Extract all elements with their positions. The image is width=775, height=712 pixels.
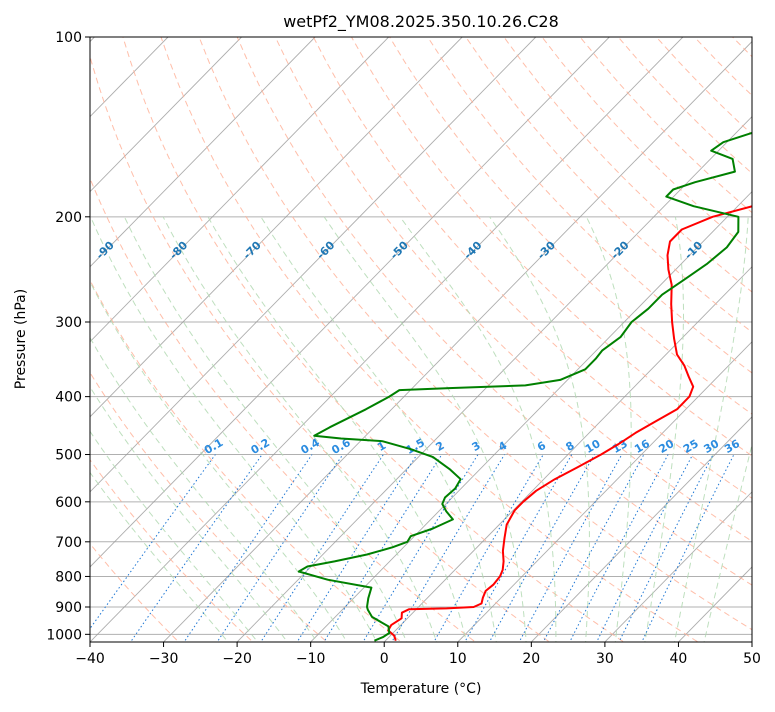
y-tick-label: 600 bbox=[55, 495, 82, 511]
y-tick-label: 500 bbox=[55, 448, 82, 464]
x-tick-label: −40 bbox=[75, 651, 105, 667]
chart-title: wetPf2_YM08.2025.350.10.26.C28 bbox=[283, 12, 559, 32]
y-tick-label: 100 bbox=[55, 30, 82, 46]
y-tick-label: 800 bbox=[55, 569, 82, 585]
x-tick-label: 10 bbox=[449, 651, 467, 667]
x-tick-label: 20 bbox=[522, 651, 540, 667]
x-axis-title: Temperature (°C) bbox=[360, 681, 482, 697]
x-tick-label: −10 bbox=[296, 651, 326, 667]
x-tick-label: −30 bbox=[149, 651, 179, 667]
x-tick-label: −20 bbox=[222, 651, 252, 667]
y-tick-label: 1000 bbox=[46, 627, 82, 643]
y-tick-label: 400 bbox=[55, 390, 82, 406]
y-tick-label: 300 bbox=[55, 315, 82, 331]
y-tick-label: 900 bbox=[55, 600, 82, 616]
y-tick-label: 200 bbox=[55, 210, 82, 226]
x-tick-label: 40 bbox=[669, 651, 687, 667]
x-tick-label: 0 bbox=[380, 651, 389, 667]
y-tick-label: 700 bbox=[55, 535, 82, 551]
x-tick-label: 50 bbox=[743, 651, 761, 667]
x-tick-label: 30 bbox=[596, 651, 614, 667]
y-axis-title: Pressure (hPa) bbox=[13, 289, 29, 389]
